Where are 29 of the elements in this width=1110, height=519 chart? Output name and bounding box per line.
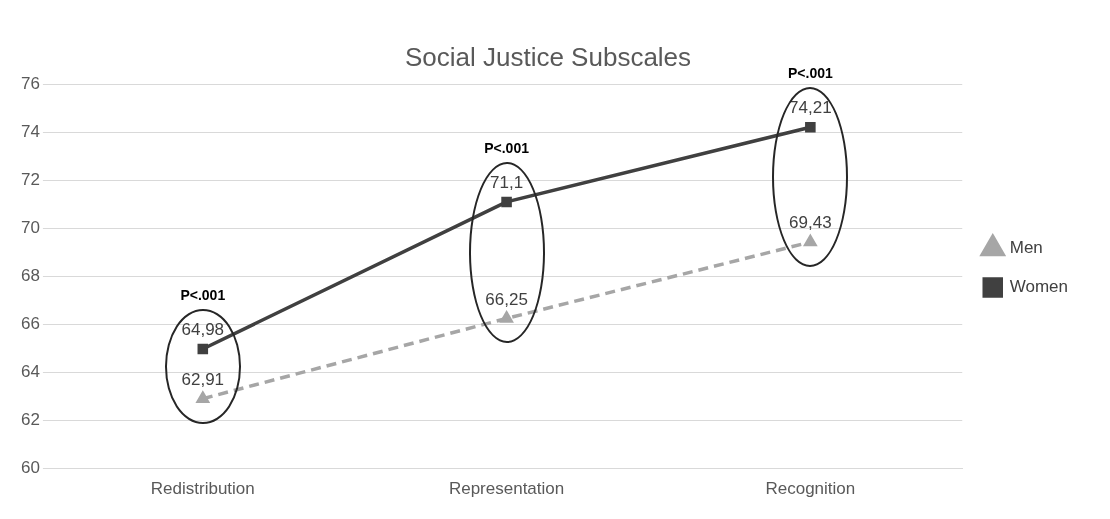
x-tick-label: Representation [448, 479, 565, 499]
point [805, 121, 816, 133]
data-label: 74,21 [789, 98, 832, 118]
y-tick-label: 70 [20, 218, 40, 238]
y-tick-label: 74 [20, 121, 40, 141]
data-label: 71,1 [490, 173, 524, 193]
data-label: 69,43 [789, 213, 832, 233]
y-tick-label: 76 [20, 73, 40, 93]
y-tick-label: 72 [20, 169, 40, 189]
legend-label: Men [1009, 238, 1043, 258]
y-tick-label: 66 [20, 314, 40, 334]
data-label: 62,91 [181, 369, 225, 389]
point [197, 343, 209, 355]
data-label: 66,25 [485, 289, 528, 309]
chart-title: Social Justice Subscales [404, 41, 692, 72]
x-tick-label: Recognition [765, 479, 856, 499]
annotation: P<.001 [180, 286, 226, 303]
text: P<.001 [787, 65, 833, 82]
y-tick-label: 64 [20, 362, 40, 382]
x-tick-label: Redistribution [150, 479, 255, 499]
point [501, 196, 512, 208]
legend-label: Women [1009, 277, 1068, 297]
annotation: P<.001 [484, 139, 530, 156]
y-tick-label: 68 [20, 266, 40, 286]
y-tick-label: 60 [20, 458, 40, 478]
point [500, 311, 513, 323]
point [196, 391, 209, 403]
y-tick-label: 62 [20, 410, 40, 430]
data-label: 64,98 [181, 320, 225, 340]
